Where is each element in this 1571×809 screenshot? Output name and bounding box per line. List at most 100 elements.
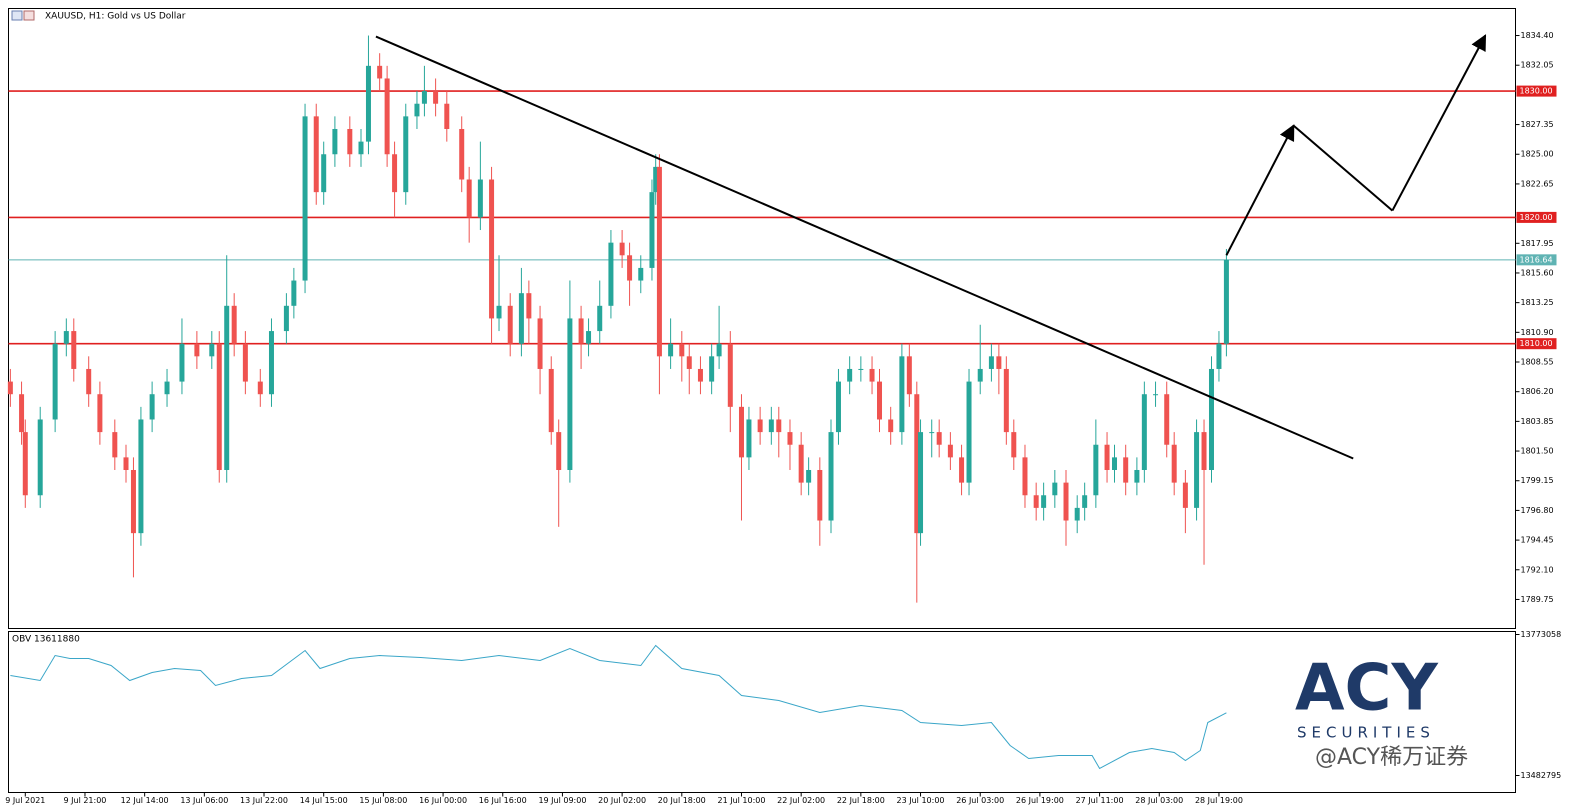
candle-body (709, 356, 715, 382)
candle-body (1112, 457, 1118, 470)
candle-body (332, 128, 338, 155)
candle-body (392, 154, 398, 193)
candle-body (787, 432, 793, 445)
candle-body (291, 280, 297, 306)
candle-body (1208, 368, 1214, 470)
candle-body (19, 394, 25, 433)
candle-body (947, 444, 953, 458)
y-tick-label: 1832.05 (1521, 61, 1554, 70)
candle-body (578, 318, 584, 344)
x-tick-label: 21 Jul 10:00 (717, 796, 765, 805)
candle-body (679, 343, 685, 357)
icon (23, 10, 35, 21)
candle-body (224, 305, 230, 470)
trendline (375, 35, 1354, 460)
candle-body (847, 368, 853, 382)
candle-body (914, 394, 920, 534)
y-tick-label: 1789.75 (1521, 595, 1554, 604)
candle-body (242, 343, 248, 382)
candle-body (1194, 432, 1200, 508)
candle-body (869, 368, 875, 382)
candle-body (37, 419, 43, 496)
candle-body (1033, 495, 1039, 508)
candle-body (929, 432, 935, 434)
level-label: 1816.64 (1520, 255, 1553, 264)
chart-title: XAUUSD, H1: Gold vs US Dollar (45, 12, 186, 22)
candle-body (347, 128, 353, 155)
candle-body (716, 343, 722, 357)
candle-body (138, 419, 144, 534)
candle-body (1182, 482, 1188, 508)
level-badge (1516, 254, 1557, 266)
x-tick-label: 15 Jul 08:00 (359, 796, 407, 805)
y-tick-label: 1803.85 (1521, 417, 1554, 426)
candle-body (1052, 482, 1058, 496)
x-tick-label: 16 Jul 00:00 (419, 796, 467, 805)
candle-body (776, 419, 782, 433)
candle-body (556, 432, 562, 470)
level-badge (1516, 338, 1557, 350)
candle-body (216, 343, 222, 470)
candle-body (738, 406, 744, 458)
candle-body (384, 78, 390, 155)
x-tick-label: 19 Jul 09:00 (538, 796, 586, 805)
x-tick-label: 26 Jul 19:00 (1016, 796, 1064, 805)
candle-body (586, 331, 592, 344)
candle-body (123, 457, 129, 470)
candle-body (1041, 495, 1047, 508)
candle-body (433, 91, 439, 104)
y-tick-label: 1827.35 (1521, 120, 1554, 129)
candle-body (1153, 394, 1159, 396)
projection-arrow (1391, 34, 1487, 212)
candle-body (988, 356, 994, 369)
candle-body (806, 469, 812, 483)
candle-body (608, 242, 614, 306)
candle-body (63, 331, 69, 344)
indicator-line (10, 644, 1227, 770)
indicator-tick-label: 13482795 (1521, 771, 1562, 780)
y-tick-label: 1796.80 (1521, 506, 1554, 515)
candle-body (537, 318, 543, 369)
x-tick-label: 22 Jul 02:00 (777, 796, 825, 805)
y-tick-label: 1813.25 (1521, 298, 1554, 307)
candle-body (130, 469, 136, 534)
candle-body (888, 419, 894, 433)
logo: ACY SECURITIES @ACY稀万证券 (1295, 652, 1468, 770)
projection-arrow (1292, 124, 1394, 212)
level-label: 1820.00 (1520, 213, 1553, 222)
candle-body (489, 179, 495, 319)
logo-subtitle: SECURITIES (1297, 724, 1435, 742)
candle-body (71, 331, 77, 369)
candle-body (1164, 394, 1170, 445)
candle-body (656, 166, 662, 357)
candle-body (518, 293, 524, 344)
level-label: 1810.00 (1520, 339, 1553, 348)
candle-body (526, 293, 532, 319)
candle-body (686, 356, 692, 369)
x-tick-label: 9 Jul 2021 (5, 796, 45, 805)
candle-body (798, 444, 804, 483)
candle-body (1063, 482, 1069, 521)
candle-body (112, 432, 118, 458)
x-tick-label: 26 Jul 03:00 (956, 796, 1004, 805)
candle-body (321, 154, 327, 193)
x-tick-label: 20 Jul 18:00 (658, 796, 706, 805)
candle-body (358, 141, 364, 155)
y-tick-label: 1810.90 (1521, 328, 1554, 337)
candle-body (567, 318, 573, 470)
candle-body (149, 394, 155, 420)
candle-body (638, 267, 644, 281)
candle-body (496, 305, 502, 319)
candle-body (466, 179, 472, 218)
candle-body (22, 432, 28, 496)
candle-body (1011, 432, 1017, 458)
candle-body (403, 116, 409, 193)
candle-body (1134, 469, 1140, 483)
candle-body (653, 166, 659, 193)
x-tick-label: 16 Jul 16:00 (479, 796, 527, 805)
y-tick-label: 1801.50 (1521, 447, 1554, 456)
x-tick-label: 13 Jul 22:00 (240, 796, 288, 805)
y-tick-label: 1834.40 (1521, 31, 1554, 40)
